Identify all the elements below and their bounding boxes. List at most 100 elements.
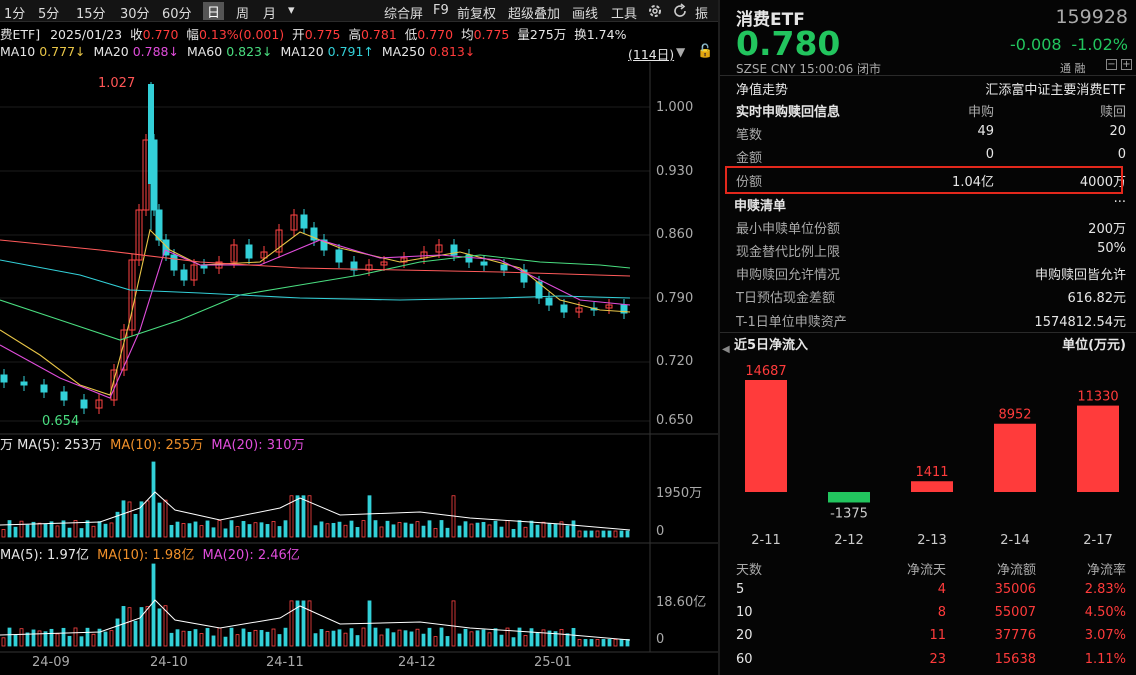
range-value: 0.13%(0.001) bbox=[198, 27, 285, 42]
volume-bar bbox=[553, 523, 558, 538]
flow-bar bbox=[994, 423, 1036, 492]
candle-body bbox=[180, 269, 188, 281]
close-label: 收 bbox=[130, 27, 143, 42]
volume-bar bbox=[355, 527, 360, 538]
period-1min[interactable]: 1分 bbox=[4, 7, 26, 22]
chevron-down-icon[interactable]: ▼ bbox=[676, 45, 686, 59]
amount-bar bbox=[319, 629, 324, 647]
volume-bar bbox=[229, 520, 234, 538]
period-5min[interactable]: 5分 bbox=[38, 7, 60, 22]
vol-label: 量 bbox=[517, 27, 530, 42]
amount-bar bbox=[427, 627, 432, 647]
kline-chart[interactable] bbox=[0, 45, 718, 675]
lock-icon[interactable]: 🔓 bbox=[697, 44, 714, 59]
amount-bar bbox=[97, 628, 102, 647]
high-label: 高 bbox=[348, 27, 361, 42]
sub-row-redeem: 4000万 bbox=[1079, 175, 1126, 190]
last-price: 0.780 bbox=[736, 24, 841, 63]
tool-more[interactable]: 振 bbox=[695, 7, 709, 22]
gear-icon[interactable] bbox=[647, 3, 663, 23]
flow-cell-net-rate: 3.07% bbox=[1084, 628, 1126, 643]
flow-table-row: 5 4 35006 2.83% bbox=[736, 579, 1126, 601]
amount-bar bbox=[175, 629, 180, 647]
period-month[interactable]: 月 bbox=[263, 7, 277, 22]
period-60min[interactable]: 60分 bbox=[162, 7, 192, 22]
volume-bar bbox=[541, 521, 546, 538]
amount-bar bbox=[139, 607, 144, 647]
list-title: 申赎清单 bbox=[734, 199, 787, 214]
amount-bar bbox=[421, 633, 426, 647]
volume-bar bbox=[157, 502, 162, 538]
volume-bar bbox=[67, 527, 72, 538]
open-label: 开 bbox=[292, 27, 305, 42]
minus-icon[interactable]: − bbox=[1106, 59, 1117, 70]
amount-bar bbox=[307, 600, 312, 647]
amount-bar bbox=[535, 632, 540, 647]
collapse-icon[interactable]: ◀ bbox=[722, 344, 730, 355]
price-change-pct: -1.02% bbox=[1071, 35, 1128, 54]
candle-body bbox=[120, 329, 128, 371]
flow-table-row: 60 23 15638 1.11% bbox=[736, 649, 1126, 671]
period-15min[interactable]: 15分 bbox=[76, 7, 106, 22]
volume-bar bbox=[301, 495, 306, 538]
volume-bar bbox=[175, 521, 180, 538]
tool-draw-line[interactable]: 画线 bbox=[572, 7, 599, 22]
volume-bar bbox=[241, 521, 246, 538]
candle-body bbox=[275, 229, 283, 253]
volume-bar bbox=[415, 521, 420, 538]
candle-body bbox=[435, 244, 443, 253]
amount-bar bbox=[433, 636, 438, 647]
volume-bar bbox=[595, 530, 600, 538]
period-30min[interactable]: 30分 bbox=[120, 7, 150, 22]
ma250-value: 0.813↓ bbox=[429, 44, 476, 59]
period-dropdown[interactable]: ▾ bbox=[288, 3, 295, 18]
volume-bar bbox=[283, 520, 288, 538]
amount-bar bbox=[277, 634, 282, 647]
panel-divider[interactable] bbox=[718, 0, 720, 675]
refresh-icon[interactable] bbox=[672, 3, 688, 23]
volume-bar bbox=[535, 524, 540, 538]
tool-super-overlay[interactable]: 超级叠加 bbox=[508, 7, 561, 22]
period-week[interactable]: 周 bbox=[236, 7, 250, 22]
date-tick: 24-10 bbox=[150, 655, 188, 670]
sub-row-label: 份额 bbox=[736, 175, 763, 190]
list-header-row: 申赎清单 ··· bbox=[734, 192, 1126, 214]
volume-bar bbox=[259, 522, 264, 538]
amount-legend: MA(5): 1.97亿 MA(10): 1.98亿 MA(20): 2.46亿 bbox=[0, 544, 300, 563]
volume-bar bbox=[91, 525, 96, 538]
amount-bar bbox=[19, 628, 24, 647]
candle-body bbox=[365, 264, 373, 271]
candle-body bbox=[135, 209, 143, 261]
nav-label[interactable]: 净值走势 bbox=[736, 83, 789, 98]
sub-row-subscribe: 1.04亿 bbox=[952, 175, 994, 190]
tool-forward-adjust[interactable]: 前复权 bbox=[457, 7, 497, 22]
price-tick: 0.930 bbox=[656, 164, 694, 179]
amount-bar bbox=[235, 634, 240, 647]
amount-bar bbox=[397, 629, 402, 647]
day-count[interactable]: (114日) bbox=[628, 47, 675, 62]
amount-bar bbox=[343, 632, 348, 647]
tool-f9[interactable]: F9 bbox=[433, 3, 449, 18]
more-icon[interactable]: ··· bbox=[1113, 195, 1126, 210]
nav-row[interactable]: 净值走势 汇添富中证主要消费ETF bbox=[736, 76, 1126, 98]
volume-tick: 0 bbox=[656, 524, 665, 539]
vol-ma5: MA(5): 253万 bbox=[17, 438, 103, 453]
flow-col-net-rate: 净流率 bbox=[1086, 563, 1126, 578]
amount-bar bbox=[13, 634, 18, 647]
amount-bar bbox=[403, 630, 408, 647]
tool-tools[interactable]: 工具 bbox=[611, 7, 638, 22]
amount-bar bbox=[49, 628, 54, 647]
flow-bar bbox=[1077, 405, 1119, 492]
amount-bar bbox=[625, 639, 630, 647]
flow-cell-net-rate: 4.50% bbox=[1084, 605, 1126, 620]
flow-category-label: 2-13 bbox=[917, 533, 947, 548]
tool-comprehensive-screen[interactable]: 综合屏 bbox=[384, 7, 424, 22]
period-day[interactable]: 日 bbox=[203, 2, 225, 21]
amount-bar bbox=[619, 639, 624, 647]
volume-bar bbox=[31, 521, 36, 538]
plus-icon[interactable]: + bbox=[1121, 59, 1132, 70]
list-row-value: 616.82元 bbox=[1067, 291, 1127, 306]
amount-bar bbox=[169, 632, 174, 647]
date-tick: 24-09 bbox=[32, 655, 70, 670]
volume-bar bbox=[559, 521, 564, 538]
